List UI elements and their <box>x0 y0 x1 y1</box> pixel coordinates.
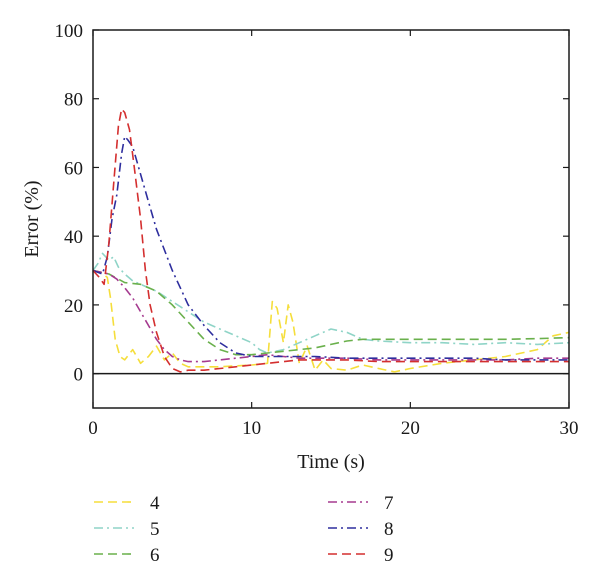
plot-frame <box>92 29 570 409</box>
series-line-9 <box>93 108 569 373</box>
tick-marks <box>92 29 570 408</box>
series-line-5 <box>93 252 569 354</box>
legend-label-9: 9 <box>384 545 394 566</box>
x-tick-labels: 0 10 20 30 <box>88 418 578 439</box>
legend-label-4: 4 <box>150 493 160 514</box>
y-tick-label: 20 <box>64 296 83 317</box>
legend-label-6: 6 <box>150 545 160 566</box>
series-line-8 <box>93 135 569 361</box>
legend: 4 5 6 7 8 9 <box>94 493 394 566</box>
series-line-7 <box>93 269 569 363</box>
x-tick-label: 10 <box>242 418 261 439</box>
series-layer <box>93 108 569 373</box>
y-tick-label: 60 <box>64 158 83 179</box>
x-tick-label: 30 <box>560 418 579 439</box>
x-tick-label: 20 <box>401 418 420 439</box>
y-tick-label: 40 <box>64 227 83 248</box>
y-axis-title: Error (%) <box>21 180 43 257</box>
y-tick-label: 0 <box>74 365 84 386</box>
x-axis-title: Time (s) <box>297 451 365 473</box>
legend-label-8: 8 <box>384 519 394 540</box>
x-tick-label: 0 <box>88 418 98 439</box>
series-line-4 <box>93 269 569 373</box>
legend-label-7: 7 <box>384 493 394 514</box>
series-line-6 <box>93 269 569 356</box>
legend-label-5: 5 <box>150 519 160 540</box>
y-tick-label: 100 <box>55 21 84 42</box>
y-tick-labels: 0 20 40 60 80 100 <box>55 21 84 386</box>
y-tick-label: 80 <box>64 90 83 111</box>
